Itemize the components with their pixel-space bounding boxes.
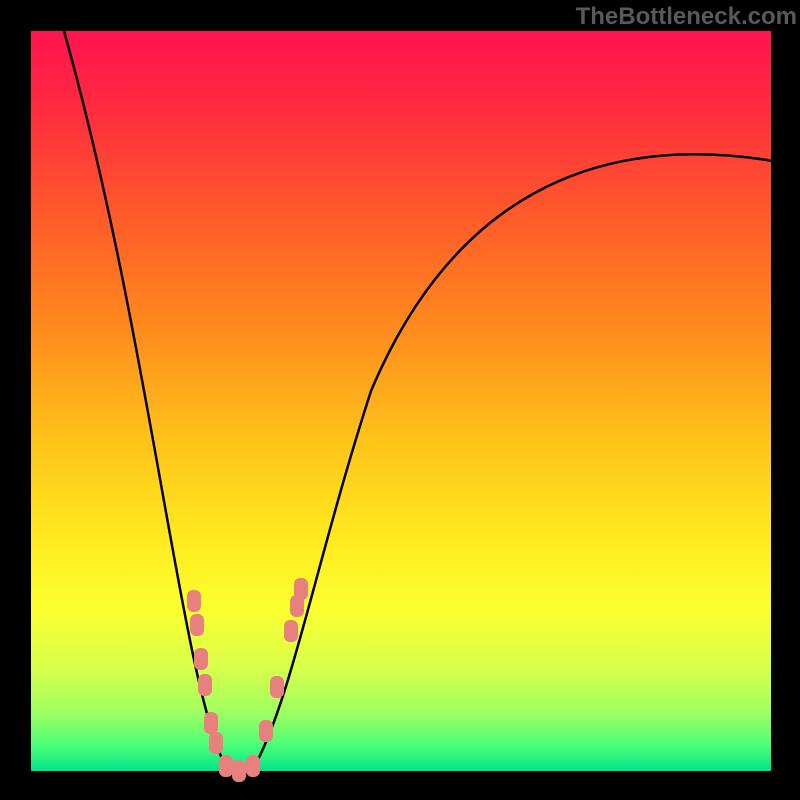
- data-marker: [187, 590, 201, 612]
- data-marker: [209, 732, 223, 754]
- chart-container: TheBottleneck.com: [0, 0, 800, 800]
- data-marker: [270, 676, 284, 698]
- data-marker: [190, 614, 204, 636]
- data-marker: [204, 712, 218, 734]
- data-marker: [294, 578, 308, 600]
- plot-area: [31, 31, 771, 771]
- data-marker: [284, 620, 298, 642]
- data-marker: [198, 674, 212, 696]
- data-marker: [219, 755, 233, 777]
- marker-layer: [31, 31, 771, 771]
- data-marker: [246, 755, 260, 777]
- data-marker: [194, 648, 208, 670]
- data-marker: [259, 720, 273, 742]
- watermark-text: TheBottleneck.com: [576, 3, 797, 31]
- data-marker: [232, 760, 246, 782]
